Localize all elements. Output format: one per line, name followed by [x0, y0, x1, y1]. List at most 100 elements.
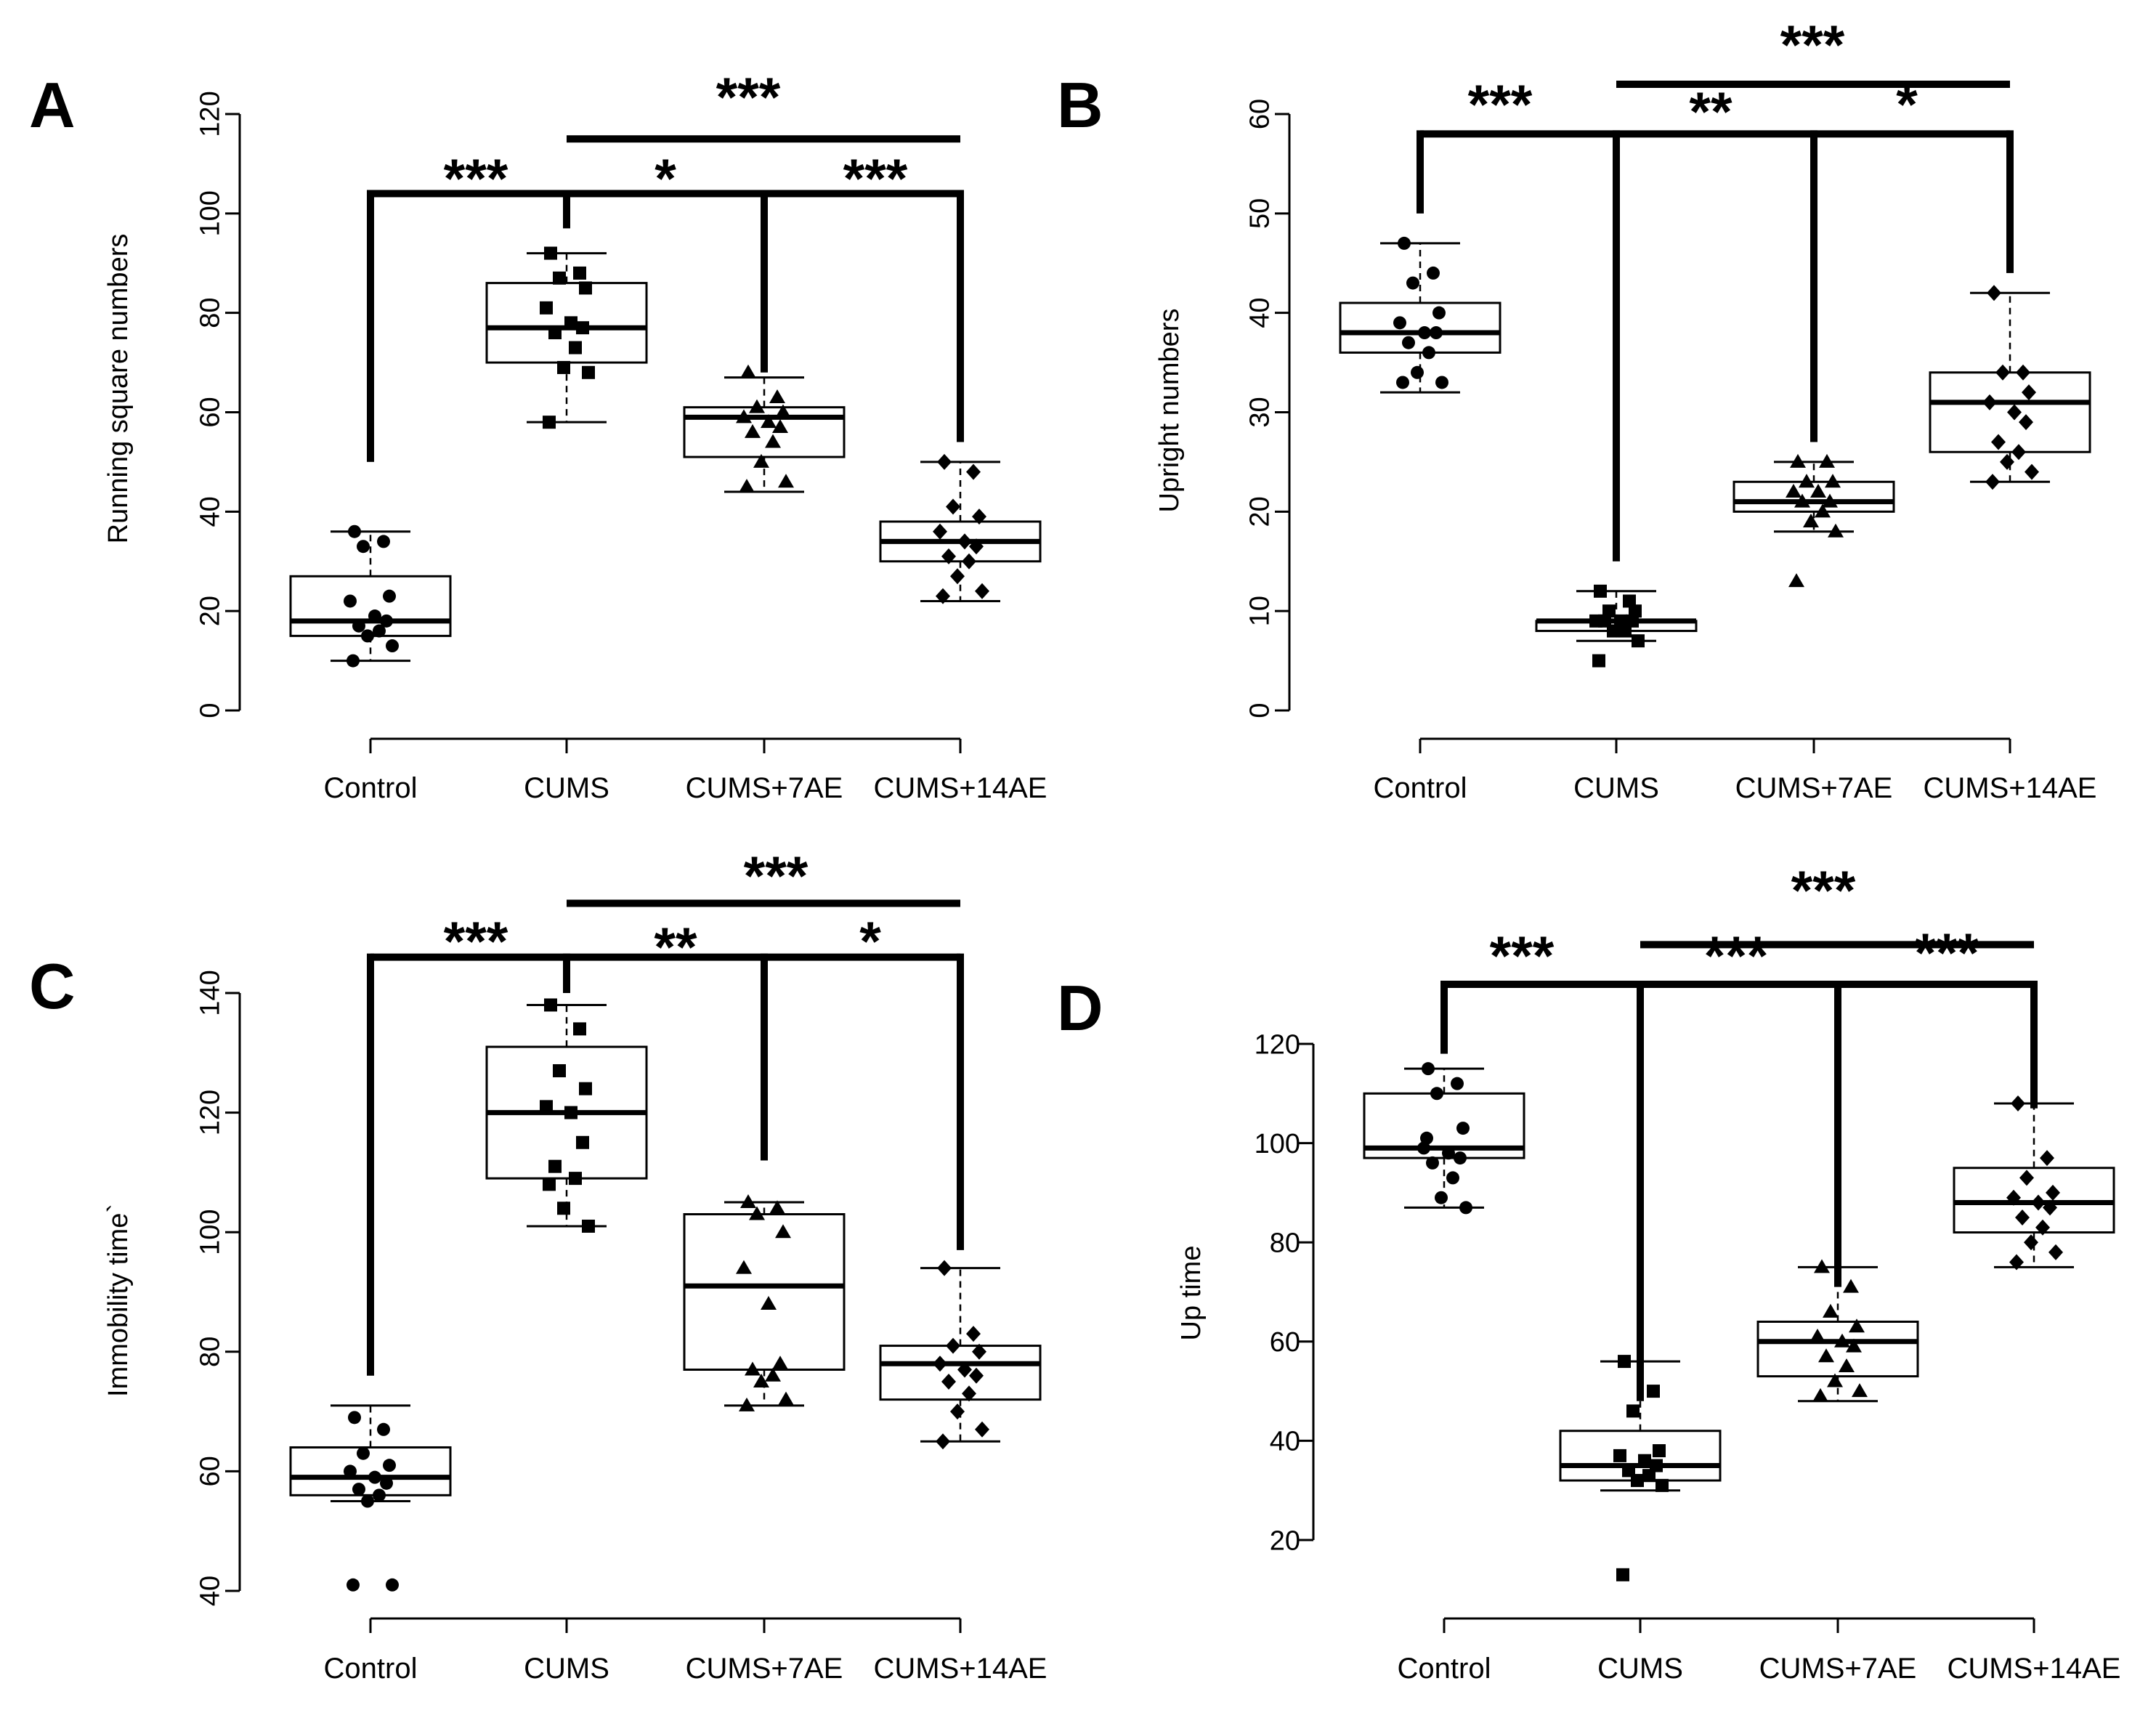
y-tick-label: 60 [1270, 1327, 1300, 1358]
y-axis-label: Upright numbers [1154, 309, 1185, 513]
data-point [1799, 474, 1815, 488]
data-point [1402, 336, 1415, 349]
data-point [1396, 376, 1409, 389]
y-tick-label: 50 [1244, 198, 1275, 229]
data-point [1852, 1383, 1868, 1398]
category-label: Control [324, 772, 418, 804]
data-point [373, 1488, 386, 1502]
data-point [544, 246, 557, 260]
panel-a: A Running square numbers 0 20 40 60 80 100 120… [29, 67, 1047, 804]
data-point [1822, 493, 1838, 508]
panel-letter: C [29, 950, 76, 1022]
data-point [1456, 1122, 1470, 1135]
data-point [377, 1422, 390, 1436]
data-point [1430, 1087, 1443, 1101]
significance-label: *** [1490, 925, 1555, 987]
data-point [2024, 1234, 2038, 1251]
category-label: CUMS [524, 772, 609, 804]
significance-label: * [654, 148, 676, 210]
data-point [348, 1411, 361, 1425]
significance-label: *** [744, 846, 808, 907]
data-point [348, 524, 361, 538]
category-label: CUMS [1597, 1653, 1683, 1685]
data-point [1818, 1348, 1834, 1363]
data-point [1823, 1303, 1839, 1318]
data-point [740, 1194, 756, 1209]
data-point [950, 568, 965, 585]
category-label: CUMS+7AE [686, 772, 843, 804]
data-point [1418, 326, 1431, 340]
data-point [1849, 1318, 1865, 1333]
data-point [749, 399, 765, 413]
data-point [957, 1361, 972, 1378]
data-point [1647, 1385, 1660, 1398]
data-point [2011, 444, 2026, 461]
data-point [957, 533, 972, 550]
data-point [933, 1356, 947, 1372]
data-point [1626, 614, 1639, 628]
data-point [1435, 1191, 1448, 1204]
box [289, 575, 452, 637]
data-point [2007, 404, 2022, 421]
data-point [1982, 394, 1997, 410]
data-point [557, 1202, 570, 1215]
data-point [344, 1464, 357, 1478]
data-point [346, 1578, 360, 1592]
data-point [2000, 453, 2014, 470]
category-label: CUMS [1573, 772, 1659, 804]
data-point [1435, 376, 1448, 389]
category-label: CUMS [524, 1653, 609, 1685]
data-point [548, 1159, 562, 1173]
significance-label: ** [1689, 81, 1732, 143]
data-point [1786, 483, 1802, 498]
y-tick-label: 0 [1244, 702, 1275, 718]
data-point [950, 1403, 965, 1420]
data-point [386, 639, 399, 653]
data-point [941, 1373, 956, 1390]
data-point [1622, 1464, 1635, 1478]
data-point [1616, 1568, 1629, 1581]
data-point [557, 360, 570, 374]
data-point [553, 271, 566, 285]
y-tick-label: 20 [1270, 1525, 1300, 1556]
data-point [2022, 384, 2036, 401]
data-point [1650, 1459, 1663, 1472]
data-point [962, 1385, 976, 1402]
data-point [383, 1459, 396, 1472]
data-point [1430, 326, 1443, 340]
y-tick-label: 120 [195, 1090, 225, 1135]
data-point [2025, 463, 2039, 480]
data-point [1632, 634, 1645, 648]
data-point [749, 1206, 765, 1220]
data-point [383, 589, 396, 603]
category-label: CUMS+14AE [1924, 772, 2097, 804]
data-point [1420, 1131, 1433, 1145]
significance-labels: *** ** * *** [444, 846, 882, 978]
data-point [1626, 1404, 1640, 1418]
data-point [1422, 346, 1435, 360]
data-point [1825, 474, 1841, 488]
y-tick-label: 100 [195, 190, 225, 236]
data-point [373, 624, 386, 638]
y-tick-label: 100 [1255, 1129, 1300, 1159]
category-label: CUMS+7AE [686, 1653, 843, 1685]
data-point [573, 1022, 586, 1036]
panel-letter: A [29, 69, 76, 141]
box [1339, 301, 1502, 354]
y-tick-label: 20 [195, 596, 225, 626]
data-point [1631, 1474, 1644, 1488]
y-tick-label: 140 [195, 970, 225, 1016]
data-point [543, 1178, 556, 1191]
data-point [380, 614, 393, 628]
data-point [753, 1373, 769, 1387]
data-point [745, 424, 761, 438]
data-point [1846, 1338, 1862, 1353]
y-tick-label: 40 [1244, 298, 1275, 328]
significance-label: *** [1468, 74, 1533, 136]
data-point [1812, 1387, 1828, 1402]
data-point [2040, 1150, 2054, 1167]
data-point [1834, 1333, 1850, 1348]
significance-label: * [1896, 74, 1918, 136]
y-tick-label: 0 [195, 702, 225, 718]
data-point [946, 498, 960, 515]
